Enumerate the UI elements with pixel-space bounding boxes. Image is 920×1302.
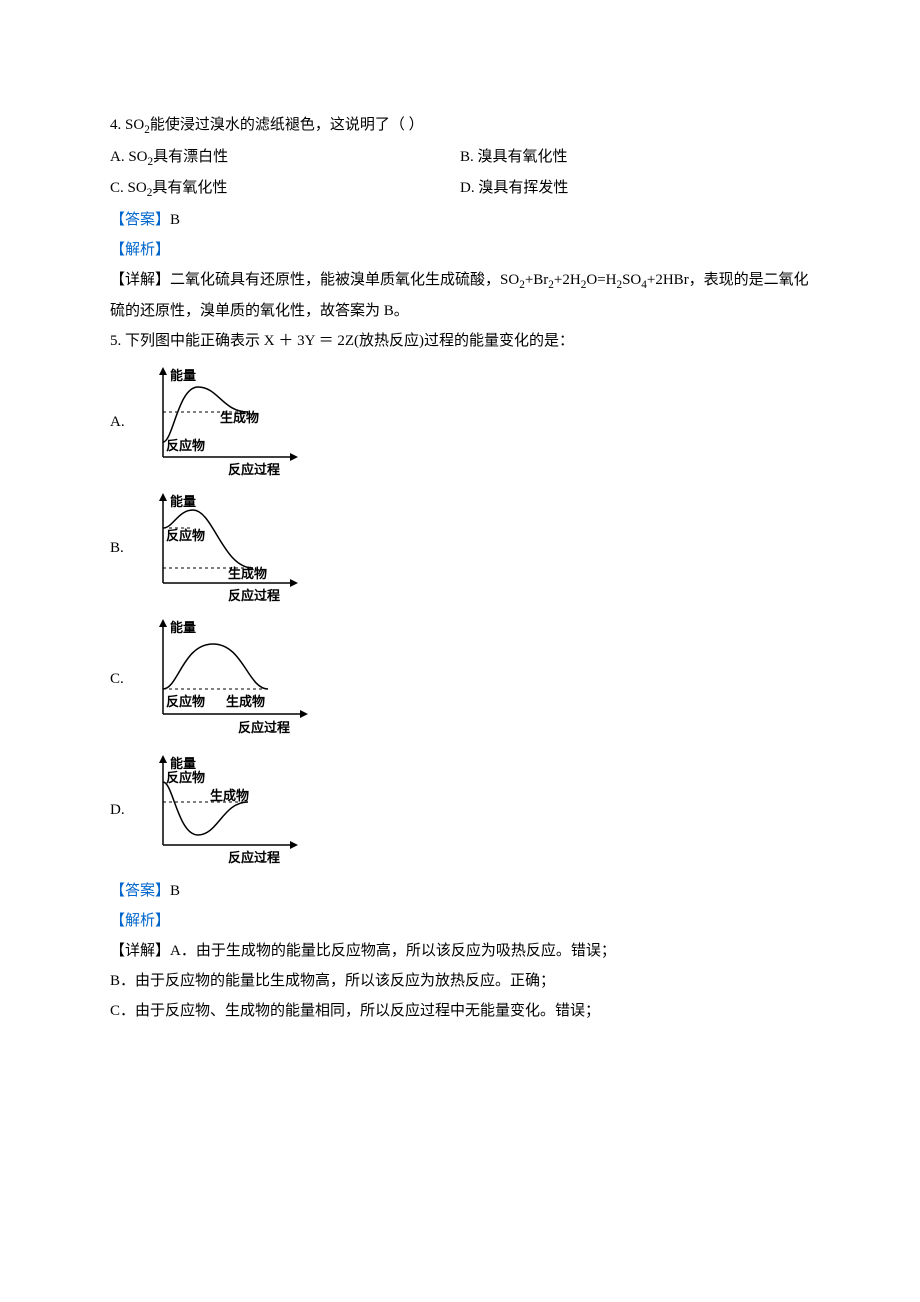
diag-a-product: 生成物 xyxy=(220,410,259,425)
q4-stem: 4. SO2能使浸过溴水的滤纸褪色，这说明了（ ） xyxy=(110,110,810,142)
diag-b-xlabel: 反应过程 xyxy=(228,588,280,603)
q5-option-c-row: C. 能量 反应物 生成物 反应过程 xyxy=(110,614,810,744)
q4-answer: 【答案】B xyxy=(110,205,810,235)
q4-optC-pre: C. SO xyxy=(110,180,147,196)
q5-optA-letter: A. xyxy=(110,407,138,437)
q4-options-row2: C. SO2具有氧化性 D. 溴具有挥发性 xyxy=(110,173,810,205)
diag-b-reactant: 反应物 xyxy=(166,528,205,543)
q5-optD-letter: D. xyxy=(110,795,138,825)
q5-optC-letter: C. xyxy=(110,664,138,694)
q4-answer-value: B xyxy=(170,212,180,228)
energy-diagram-b: 能量 反应物 生成物 反应过程 xyxy=(138,488,308,608)
q4-option-a: A. SO2具有漂白性 xyxy=(110,142,460,174)
q4-explain-label: 【解析】 xyxy=(110,235,810,265)
q4-optA-pre: A. SO xyxy=(110,149,148,165)
q5-optB-letter: B. xyxy=(110,533,138,563)
diag-c-xlabel: 反应过程 xyxy=(238,720,290,735)
diag-d-ylabel: 能量 xyxy=(170,756,196,771)
q4-optA-post: 具有漂白性 xyxy=(153,149,228,165)
answer-label: 【答案】 xyxy=(110,883,170,899)
q5-detail-c: C．由于反应物、生成物的能量相同，所以反应过程中无能量变化。错误； xyxy=(110,996,810,1026)
energy-diagram-c: 能量 反应物 生成物 反应过程 xyxy=(138,614,318,744)
q5-answer-value: B xyxy=(170,883,180,899)
diag-d-reactant: 反应物 xyxy=(166,770,205,785)
q4-option-c: C. SO2具有氧化性 xyxy=(110,173,460,205)
q5-option-b-row: B. 能量 反应物 生成物 反应过程 xyxy=(110,488,810,608)
q5-explain-label: 【解析】 xyxy=(110,906,810,936)
q4-stem-post: 能使浸过溴水的滤纸褪色，这说明了（ ） xyxy=(150,117,424,133)
energy-diagram-d: 能量 反应物 生成物 反应过程 xyxy=(138,750,308,870)
diag-b-ylabel: 能量 xyxy=(170,494,196,509)
q4-d1: 【详解】二氧化硫具有还原性，能被溴单质氧化生成硫酸，SO xyxy=(110,272,519,288)
diag-c-product: 生成物 xyxy=(226,694,265,709)
q4-d2: +Br xyxy=(525,272,548,288)
diag-c-ylabel: 能量 xyxy=(170,620,196,635)
energy-diagram-a: 能量 生成物 反应物 反应过程 xyxy=(138,362,308,482)
diag-d-product: 生成物 xyxy=(210,788,249,803)
answer-label: 【答案】 xyxy=(110,212,170,228)
q4-stem-pre: 4. SO xyxy=(110,117,144,133)
q4-d5: SO xyxy=(622,272,641,288)
diag-d-xlabel: 反应过程 xyxy=(228,850,280,865)
q5-option-a-row: A. 能量 生成物 反应物 反应过程 xyxy=(110,362,810,482)
q5-answer: 【答案】B xyxy=(110,876,810,906)
q4-optC-post: 具有氧化性 xyxy=(152,180,227,196)
q4-option-d: D. 溴具有挥发性 xyxy=(460,173,810,205)
diag-a-ylabel: 能量 xyxy=(170,368,196,383)
diag-a-xlabel: 反应过程 xyxy=(228,462,280,477)
q5-detail-b: B．由于反应物的能量比生成物高，所以该反应为放热反应。正确； xyxy=(110,966,810,996)
q4-d3: +2H xyxy=(554,272,581,288)
q5-detail-a: 【详解】A．由于生成物的能量比反应物高，所以该反应为吸热反应。错误； xyxy=(110,936,810,966)
diag-a-reactant: 反应物 xyxy=(166,438,205,453)
q5-option-d-row: D. 能量 反应物 生成物 反应过程 xyxy=(110,750,810,870)
q4-detail: 【详解】二氧化硫具有还原性，能被溴单质氧化生成硫酸，SO2+Br2+2H2O=H… xyxy=(110,265,810,327)
q4-options-row1: A. SO2具有漂白性 B. 溴具有氧化性 xyxy=(110,142,810,174)
q5-stem: 5. 下列图中能正确表示 X ＋ 3Y ＝ 2Z(放热反应)过程的能量变化的是： xyxy=(110,326,810,356)
q4-d4: O=H xyxy=(586,272,616,288)
q4-option-b: B. 溴具有氧化性 xyxy=(460,142,810,174)
diag-b-product: 生成物 xyxy=(228,566,267,581)
diag-c-reactant: 反应物 xyxy=(166,694,205,709)
